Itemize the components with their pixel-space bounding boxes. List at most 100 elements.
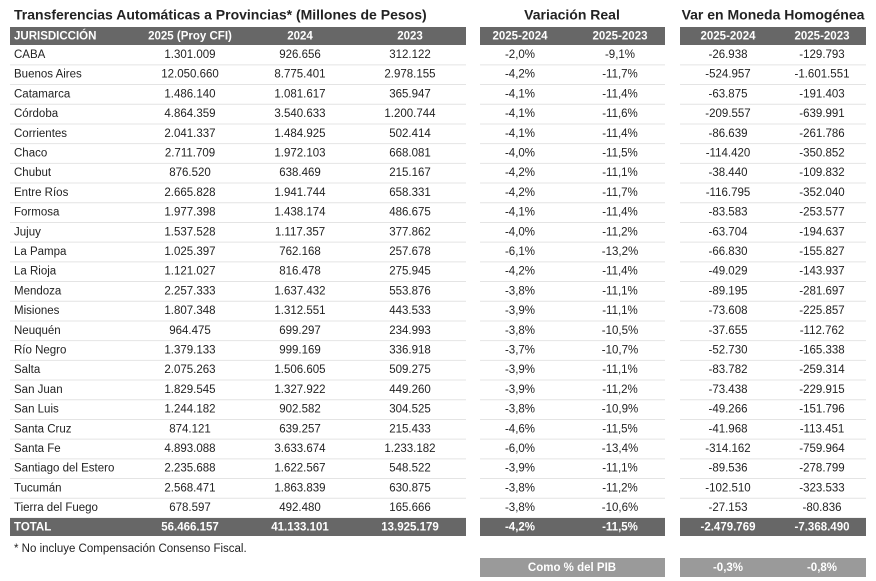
- cell: -3,7%: [505, 345, 535, 357]
- cell: -3,9%: [505, 364, 535, 376]
- cell: -4,1%: [505, 128, 535, 140]
- cell: 1.486.140: [164, 88, 215, 100]
- cell: 1.025.397: [164, 246, 215, 258]
- cell: 3.540.633: [274, 108, 325, 120]
- cell: -323.533: [799, 482, 844, 494]
- cell: -11,7%: [602, 69, 638, 81]
- cell: -11,4%: [602, 207, 638, 219]
- cell: -278.799: [799, 463, 844, 475]
- cell: -11,1%: [602, 364, 638, 376]
- cell: Salta: [14, 364, 41, 376]
- cell: -89.195: [708, 285, 747, 297]
- cell: 257.678: [389, 246, 431, 258]
- cell: Formosa: [14, 207, 60, 219]
- cell: 486.675: [389, 207, 431, 219]
- cell: -11,1%: [602, 305, 638, 317]
- cell: -11,4%: [602, 88, 638, 100]
- title-right: Var en Moneda Homogénea: [682, 7, 865, 23]
- cell: -80.836: [802, 502, 841, 514]
- cell: 2.041.337: [164, 128, 215, 140]
- cell: 492.480: [279, 502, 321, 514]
- cell: 2.978.155: [384, 69, 435, 81]
- total-cell: 13.925.179: [381, 522, 439, 534]
- cell: 312.122: [389, 49, 431, 61]
- cell: 215.433: [389, 423, 431, 435]
- cell: 1.081.617: [274, 88, 325, 100]
- cell: Corrientes: [14, 128, 67, 140]
- cell: -11,2%: [602, 482, 638, 494]
- cell: 449.260: [389, 384, 431, 396]
- cell: -11,6%: [602, 108, 638, 120]
- cell: -352.040: [799, 187, 844, 199]
- column-header: 2025-2023: [795, 31, 850, 43]
- cell: 234.993: [389, 325, 431, 337]
- cell: San Juan: [14, 384, 63, 396]
- cell: 2.711.709: [165, 148, 215, 160]
- cell: 215.167: [389, 167, 431, 179]
- cell: 1.537.528: [164, 226, 215, 238]
- cell: -11,1%: [602, 463, 638, 475]
- cell: -3,9%: [505, 463, 535, 475]
- cell: -63.875: [708, 88, 747, 100]
- column-header: 2025-2024: [701, 31, 757, 43]
- total-cell: -2.479.769: [701, 522, 756, 534]
- cell: -52.730: [708, 345, 747, 357]
- cell: 1.807.348: [164, 305, 215, 317]
- cell: 658.331: [389, 187, 431, 199]
- cell: -11,7%: [602, 187, 638, 199]
- cell: CABA: [14, 49, 46, 61]
- cell: Neuquén: [14, 325, 61, 337]
- cell: 8.775.401: [274, 69, 325, 81]
- cell: 762.168: [279, 246, 321, 258]
- cell: -4,0%: [505, 226, 535, 238]
- cell: -2,0%: [505, 49, 535, 61]
- cell: 2.235.688: [164, 463, 215, 475]
- cell: -11,1%: [602, 167, 638, 179]
- cell: -11,2%: [602, 384, 638, 396]
- cell: 275.945: [389, 266, 431, 278]
- cell: -6,1%: [505, 246, 535, 258]
- total-cell: TOTAL: [14, 522, 51, 534]
- cell: 4.893.088: [164, 443, 215, 455]
- cell: 12.050.660: [161, 69, 219, 81]
- cell: -113.451: [800, 423, 845, 435]
- cell: -27.153: [708, 502, 747, 514]
- cell: 304.525: [389, 404, 431, 416]
- cell: Catamarca: [14, 88, 71, 100]
- cell: 678.597: [169, 502, 211, 514]
- cell: 874.121: [169, 423, 211, 435]
- cell: Tucumán: [14, 482, 62, 494]
- cell: 2.257.333: [164, 285, 215, 297]
- cell: -3,8%: [505, 482, 535, 494]
- column-header: 2024: [287, 31, 313, 43]
- cell: -314.162: [705, 443, 750, 455]
- cell: -1.601.551: [795, 69, 850, 81]
- cell: -4,2%: [505, 69, 535, 81]
- cell: -41.968: [708, 423, 747, 435]
- cell: 1.941.744: [274, 187, 326, 199]
- cell: -3,9%: [505, 305, 535, 317]
- cell: -109.832: [799, 167, 844, 179]
- cell: 964.475: [169, 325, 211, 337]
- cell: -89.536: [708, 463, 747, 475]
- cell: 1.438.174: [274, 207, 326, 219]
- cell: Santa Cruz: [14, 423, 72, 435]
- cell: 816.478: [279, 266, 321, 278]
- cell: -13,4%: [602, 443, 638, 455]
- cell: 509.275: [389, 364, 431, 376]
- cell: Entre Ríos: [14, 187, 69, 199]
- cell: -10,5%: [602, 325, 638, 337]
- cell: -49.266: [708, 404, 747, 416]
- cell: -9,1%: [605, 49, 635, 61]
- cell: -63.704: [708, 226, 748, 238]
- cell: -10,6%: [602, 502, 638, 514]
- cell: -253.577: [799, 207, 844, 219]
- cell: -155.827: [799, 246, 844, 258]
- row-band: [480, 518, 665, 536]
- cell: -10,7%: [602, 345, 638, 357]
- pib-value: -0,8%: [807, 562, 837, 574]
- column-header: 2025-2023: [593, 31, 648, 43]
- cell: -209.557: [705, 108, 750, 120]
- cell: -11,5%: [602, 423, 638, 435]
- cell: 638.469: [279, 167, 321, 179]
